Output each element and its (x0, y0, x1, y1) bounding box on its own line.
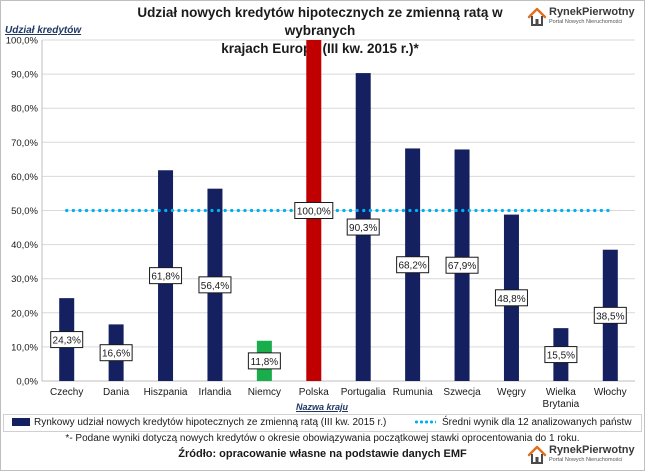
data-label-box (544, 346, 578, 364)
data-label-box (50, 331, 84, 349)
brand-logo-top: RynekPierwotny Portal Nowych Nieruchomoś… (527, 5, 637, 31)
x-tick-label: Niemcy (248, 387, 281, 398)
house-icon (527, 7, 547, 26)
data-label: 15,5% (547, 351, 575, 362)
chart-title: Udział nowych kredytów hipotecznych ze z… (110, 4, 530, 58)
data-label-box (99, 344, 133, 362)
data-label: 16,6% (102, 349, 130, 360)
logo-tagline: Portal Nowych Nieruchomości (549, 457, 623, 463)
data-label-box (494, 289, 528, 307)
brand-logo-bottom: RynekPierwotny Portal Nowych Nieruchomoś… (527, 443, 637, 469)
y-tick-label: 80,0% (11, 104, 38, 115)
y-axis-label: Udział kredytów (5, 25, 82, 36)
x-tick-label: Hiszpania (144, 387, 188, 398)
house-icon (527, 445, 547, 464)
data-label-box (445, 256, 479, 274)
legend-label-average: Średni wynik dla 12 analizowanych państw (442, 417, 632, 428)
logo-tagline: Portal Nowych Nieruchomości (549, 19, 623, 25)
data-label-box (149, 267, 183, 285)
bar-chart: 0,0% 10,0% 20,0% 30,0% 40,0% 50,0% 60,0% 70,0% 8… (6, 36, 635, 410)
y-tick-label: 40,0% (11, 240, 38, 251)
data-label: 38,5% (596, 311, 624, 322)
source-note: Źródło: opracowanie własne na podstawie … (178, 448, 467, 460)
data-label: 68,2% (398, 261, 426, 272)
data-label-box (294, 202, 334, 219)
legend-swatch-bar (12, 418, 30, 427)
legend-label-share: Rynkowy udział nowych kredytów hipoteczn… (34, 417, 387, 428)
x-tick-label: Czechy (50, 387, 83, 398)
data-label: 48,8% (497, 294, 525, 305)
y-tick-label: 50,0% (11, 206, 38, 217)
x-tick-label: Dania (103, 387, 130, 398)
legend-swatch-dotted-line (414, 420, 436, 425)
y-tick-label: 10,0% (11, 342, 38, 353)
data-label: 56,4% (201, 281, 229, 292)
y-tick-label: 0,0% (16, 377, 38, 388)
data-label-box (396, 256, 430, 274)
x-tick-label: Brytania (543, 399, 580, 410)
y-tick-label: 70,0% (11, 138, 38, 149)
y-tick-label: 90,0% (11, 70, 38, 81)
chart-title-line-1: Udział nowych kredytów hipotecznych ze z… (137, 5, 503, 38)
x-tick-label: Wielka (546, 387, 576, 398)
y-tick-label: 60,0% (11, 172, 38, 183)
data-label-box (593, 306, 627, 324)
logo-name: RynekPierwotny (549, 444, 635, 456)
legend-item-average: Średni wynik dla 12 analizowanych państw (414, 417, 632, 428)
legend: Rynkowy udział nowych kredytów hipoteczn… (3, 414, 642, 432)
data-label: 100,0% (297, 207, 331, 218)
logo-name: RynekPierwotny (549, 6, 635, 18)
x-tick-label: Szwecja (443, 387, 481, 398)
x-tick-label: Polska (299, 387, 329, 398)
data-label: 90,3% (349, 223, 377, 234)
data-label-box (346, 218, 380, 236)
data-label-box (247, 352, 281, 370)
data-label: 24,3% (53, 336, 81, 347)
data-label: 67,9% (448, 261, 476, 272)
data-label: 11,8% (251, 357, 279, 368)
x-tick-label: Rumunia (393, 387, 433, 398)
x-tick-label: Portugalia (341, 387, 386, 398)
legend-item-share: Rynkowy udział nowych kredytów hipoteczn… (12, 417, 386, 428)
y-tick-label: 30,0% (11, 274, 38, 285)
x-axis-label: Nazwa kraju (295, 402, 349, 412)
data-label-box (198, 276, 232, 294)
x-tick-label: Węgry (497, 387, 526, 398)
footnote: *- Podane wyniki dotyczą nowych kredytów… (65, 433, 580, 444)
y-tick-label: 20,0% (11, 308, 38, 319)
y-tick-label: 100,0% (6, 36, 39, 47)
x-tick-label: Włochy (594, 387, 627, 398)
x-tick-label: Irlandia (199, 387, 232, 398)
data-label: 61,8% (151, 272, 179, 283)
